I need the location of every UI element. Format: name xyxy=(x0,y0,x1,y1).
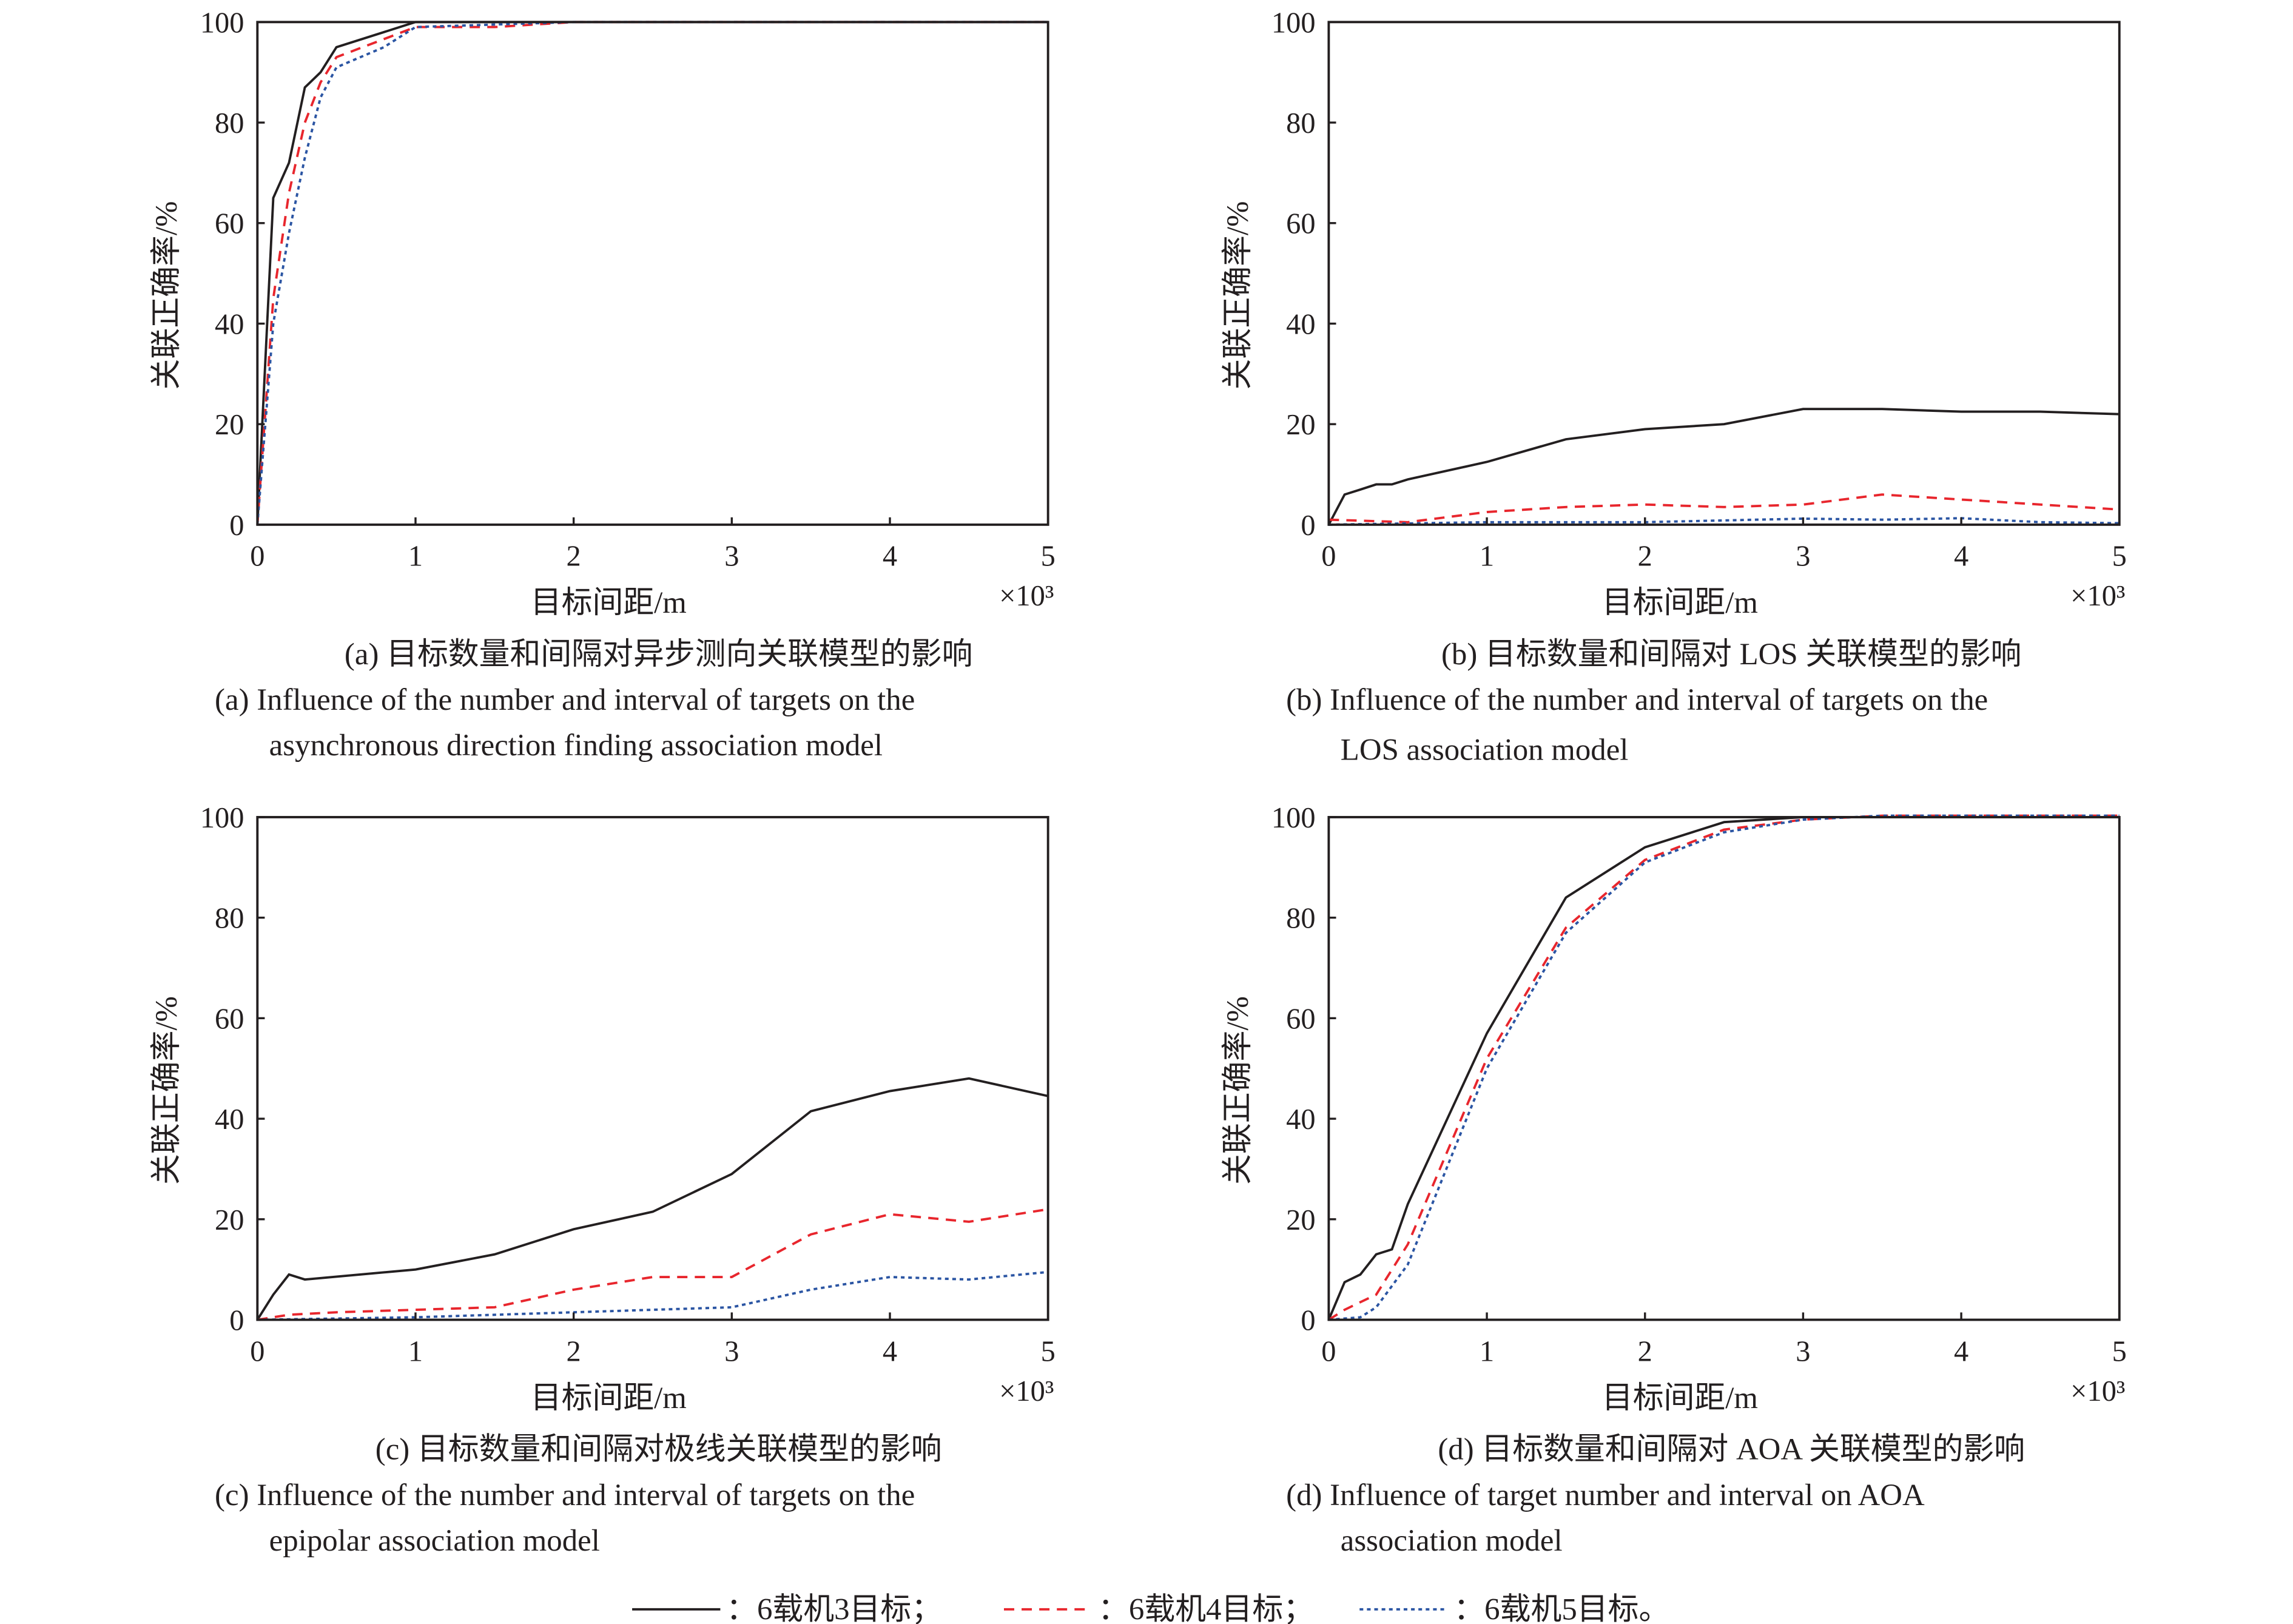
x-axis-scale: ×10³ xyxy=(2070,1375,2125,1407)
plot-frame xyxy=(1327,21,2121,526)
series-line-5-targets xyxy=(256,21,1048,525)
series-line-3-targets xyxy=(1327,816,2120,1321)
y-tick-label: 60 xyxy=(215,1003,244,1035)
x-axis-scale: ×10³ xyxy=(2070,580,2125,612)
series-line-3-targets xyxy=(256,21,1048,525)
legend-label: ：6载机3目标； xyxy=(726,1593,942,1624)
series-line-4-targets xyxy=(1328,493,2120,524)
caption-en-line1: (b) Influence of the number and interval… xyxy=(1286,683,1988,717)
y-tick-label: 60 xyxy=(1286,208,1315,240)
y-axis-label: 关联正确率/% xyxy=(1221,996,1255,1185)
x-tick-label: 3 xyxy=(724,541,739,573)
caption-en-line1: (a) Influence of the number and interval… xyxy=(215,683,915,717)
y-tick-label: 0 xyxy=(229,510,244,542)
series-line-3-targets xyxy=(1327,408,2120,525)
legend-item: ：6载机3目标； xyxy=(632,1593,942,1624)
x-tick-label: 2 xyxy=(567,541,581,573)
y-tick-label: 80 xyxy=(1286,107,1315,140)
x-tick-label: 4 xyxy=(1954,541,1968,573)
y-tick-label: 40 xyxy=(215,1103,244,1136)
y-tick-label: 80 xyxy=(1286,903,1315,935)
x-tick-label: 5 xyxy=(1041,1335,1056,1367)
y-axis-label: 关联正确率/% xyxy=(150,201,184,390)
x-tick-label: 3 xyxy=(724,1335,739,1367)
caption-cn: (a) 目标数量和间隔对异步测向关联模型的影响 xyxy=(345,638,973,672)
y-tick-label: 100 xyxy=(200,802,244,834)
legend-item: ：6载机4目标； xyxy=(1004,1593,1314,1624)
series-line-5-targets xyxy=(1328,517,2120,526)
x-tick-label: 1 xyxy=(408,1335,423,1367)
y-tick-label: 40 xyxy=(1286,1103,1315,1136)
x-tick-label: 5 xyxy=(2112,1335,2127,1367)
x-tick-label: 4 xyxy=(883,541,897,573)
caption-en-line2: association model xyxy=(1341,1524,1563,1558)
y-tick-label: 20 xyxy=(215,409,244,441)
legend-label: ：6载机4目标； xyxy=(1098,1593,1314,1624)
x-tick-label: 2 xyxy=(1638,1335,1652,1367)
x-tick-label: 2 xyxy=(567,1335,581,1367)
legend-item: ：6载机5目标。 xyxy=(1359,1593,1669,1624)
series-line-4-targets xyxy=(1328,814,2120,1321)
plot-frame xyxy=(256,816,1049,1321)
plot-frame xyxy=(256,21,1049,526)
series-line-5-targets xyxy=(1328,814,2120,1321)
series-line-4-targets xyxy=(257,1208,1048,1321)
y-tick-label: 0 xyxy=(1301,1304,1315,1336)
chart-panel-d: 0 1 2 3 4 5 0 20 40 60 80 100 目标间距/m ×10³ 关联正确率/% (d) 目… xyxy=(1221,802,2127,1558)
chart-panel-c: 0 1 2 3 4 5 0 20 40 60 80 100 目标间距/m ×10³ 关联正确率/% (c) 目… xyxy=(150,802,1056,1558)
y-tick-label: 100 xyxy=(200,7,244,39)
series-line-5-targets xyxy=(257,1270,1048,1321)
x-tick-label: 1 xyxy=(1480,1335,1494,1367)
x-tick-label: 2 xyxy=(1638,541,1652,573)
x-tick-label: 4 xyxy=(1954,1335,1968,1367)
y-tick-label: 40 xyxy=(1286,308,1315,340)
chart-panel-a: 0 1 2 3 4 5 0 20 40 60 80 100 目标间距/m ×10³ 关联正确率/% (a) 目… xyxy=(150,7,1056,763)
legend-label: ：6载机5目标。 xyxy=(1453,1593,1669,1624)
y-tick-label: 80 xyxy=(215,107,244,140)
caption-en-line2: epipolar association model xyxy=(269,1524,600,1558)
y-tick-label: 20 xyxy=(215,1204,244,1236)
x-tick-label: 0 xyxy=(1321,1335,1336,1367)
x-axis-scale: ×10³ xyxy=(999,1375,1054,1407)
plot-frame xyxy=(1327,816,2121,1321)
y-tick-label: 20 xyxy=(1286,409,1315,441)
x-axis-label: 目标间距/m xyxy=(1602,1381,1758,1415)
x-tick-label: 0 xyxy=(250,1335,264,1367)
x-tick-label: 4 xyxy=(883,1335,897,1367)
y-tick-label: 100 xyxy=(1271,802,1316,834)
y-tick-label: 60 xyxy=(1286,1003,1315,1035)
chart-panel-b: 0 1 2 3 4 5 0 20 40 60 80 100 目标间距/m ×10³ 关联正确率/% (b) 目… xyxy=(1221,7,2127,767)
caption-en-line1: (d) Influence of target number and inter… xyxy=(1286,1478,1925,1512)
y-axis-label: 关联正确率/% xyxy=(150,996,184,1185)
caption-cn: (b) 目标数量和间隔对 LOS 关联模型的影响 xyxy=(1441,638,2021,672)
caption-cn: (d) 目标数量和间隔对 AOA 关联模型的影响 xyxy=(1438,1433,2025,1467)
x-tick-label: 3 xyxy=(1796,541,1810,573)
x-tick-label: 1 xyxy=(1480,541,1494,573)
x-axis-label: 目标间距/m xyxy=(531,1381,687,1415)
y-tick-label: 0 xyxy=(1301,510,1315,542)
caption-en-line1: (c) Influence of the number and interval… xyxy=(215,1478,915,1512)
y-tick-label: 0 xyxy=(229,1304,244,1336)
y-tick-label: 80 xyxy=(215,903,244,935)
y-tick-label: 60 xyxy=(215,208,244,240)
x-axis-label: 目标间距/m xyxy=(531,586,687,620)
x-tick-label: 5 xyxy=(1041,541,1056,573)
y-tick-label: 40 xyxy=(215,308,244,340)
x-tick-label: 1 xyxy=(408,541,423,573)
caption-cn: (c) 目标数量和间隔对极线关联模型的影响 xyxy=(375,1433,942,1467)
caption-en-line2: asynchronous direction finding associati… xyxy=(269,729,883,763)
y-tick-label: 20 xyxy=(1286,1204,1315,1236)
y-tick-label: 100 xyxy=(1271,7,1316,39)
x-tick-label: 5 xyxy=(2112,541,2127,573)
x-tick-label: 3 xyxy=(1796,1335,1810,1367)
x-axis-scale: ×10³ xyxy=(999,580,1054,612)
caption-en-line2: LOS association model xyxy=(1341,733,1629,767)
x-tick-label: 0 xyxy=(1321,541,1336,573)
series-line-3-targets xyxy=(256,1077,1049,1321)
x-axis-label: 目标间距/m xyxy=(1602,586,1758,620)
series-line-4-targets xyxy=(256,21,1048,525)
x-tick-label: 0 xyxy=(250,541,264,573)
y-axis-label: 关联正确率/% xyxy=(1221,201,1255,390)
